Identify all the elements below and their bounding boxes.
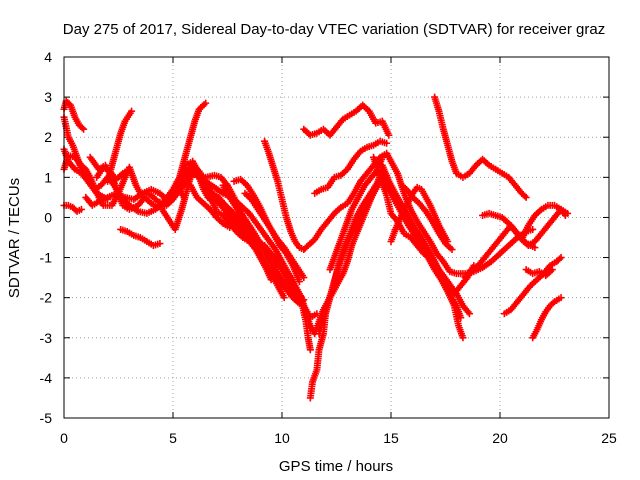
series-arc-32 xyxy=(500,254,565,318)
data-point xyxy=(529,225,537,233)
series-arc-07 xyxy=(86,153,188,213)
x-tick-label: 15 xyxy=(383,430,399,446)
y-tick-label: -2 xyxy=(40,290,53,306)
y-tick-label: 2 xyxy=(44,129,52,145)
x-tick-label: 25 xyxy=(601,430,617,446)
series-arc-33 xyxy=(518,201,569,244)
data-point xyxy=(548,266,556,274)
series-arc-16 xyxy=(219,181,299,302)
series-arc-12 xyxy=(173,99,210,189)
series-arc-28 xyxy=(398,181,456,254)
series-arc-35 xyxy=(529,294,565,342)
y-tick-label: -3 xyxy=(40,330,53,346)
data-point xyxy=(78,124,86,132)
series-arc-22 xyxy=(306,171,391,402)
y-tick-label: 0 xyxy=(44,209,52,225)
data-point xyxy=(385,131,393,139)
data-point xyxy=(561,211,569,219)
y-tick-label: -5 xyxy=(40,410,53,426)
data-point xyxy=(383,139,391,147)
data-point xyxy=(457,314,465,322)
data-point xyxy=(465,310,473,318)
data-point xyxy=(459,334,467,342)
data-point xyxy=(521,192,529,200)
y-tick-label: -4 xyxy=(40,370,53,386)
y-tick-labels: 4 3 2 1 0 -1 -2 -3 -4 -5 xyxy=(40,49,53,426)
data-point xyxy=(300,296,308,304)
data-point xyxy=(226,223,234,231)
chart-title: Day 275 of 2017, Sidereal Day-to-day VTE… xyxy=(63,21,605,38)
y-tick-label: -1 xyxy=(40,250,53,266)
y-tick-label: 4 xyxy=(44,49,52,65)
series-arc-04 xyxy=(60,201,85,215)
x-axis-label: GPS time / hours xyxy=(279,458,393,475)
series-arc-13 xyxy=(186,181,234,231)
data-point xyxy=(557,294,565,302)
data-point xyxy=(77,205,85,213)
series-arc-21 xyxy=(311,137,391,197)
data-point xyxy=(291,294,299,302)
series-arc-06 xyxy=(82,161,321,322)
grid xyxy=(64,57,609,418)
data-point xyxy=(125,165,133,173)
data-point xyxy=(306,346,314,354)
data-point xyxy=(280,294,288,302)
data-point xyxy=(295,278,303,286)
data-points xyxy=(60,93,572,402)
data-point xyxy=(298,297,306,305)
y-tick-label: 1 xyxy=(44,169,52,185)
data-point xyxy=(557,254,565,262)
data-point xyxy=(202,99,210,107)
plot-frame xyxy=(63,56,610,419)
data-point xyxy=(128,107,136,115)
y-axis-label: SDTVAR / TECUs xyxy=(6,178,23,298)
series-arc-34 xyxy=(522,266,556,280)
data-point xyxy=(300,274,308,282)
series-arc-03 xyxy=(60,151,473,338)
data-point xyxy=(522,193,530,201)
x-tick-label: 10 xyxy=(274,430,290,446)
x-tick-label: 20 xyxy=(492,430,508,446)
data-point xyxy=(80,125,88,133)
y-tick-label: 3 xyxy=(44,89,52,105)
axis-ticks xyxy=(63,56,610,419)
series-arc-09 xyxy=(104,107,136,185)
series-arc-29 xyxy=(431,93,530,201)
series-arc-10 xyxy=(117,225,164,250)
data-point xyxy=(556,255,564,263)
x-tick-label: 0 xyxy=(60,430,68,446)
data-point xyxy=(448,246,456,254)
x-tick-label: 5 xyxy=(169,430,177,446)
data-point xyxy=(378,153,386,161)
series-arc-18 xyxy=(241,189,308,282)
data-point xyxy=(549,299,557,307)
x-tick-labels: 0 5 10 15 20 25 xyxy=(60,430,617,446)
data-point xyxy=(313,310,321,318)
data-point xyxy=(531,244,539,252)
series-arc-20 xyxy=(300,101,393,139)
data-point xyxy=(156,240,164,248)
